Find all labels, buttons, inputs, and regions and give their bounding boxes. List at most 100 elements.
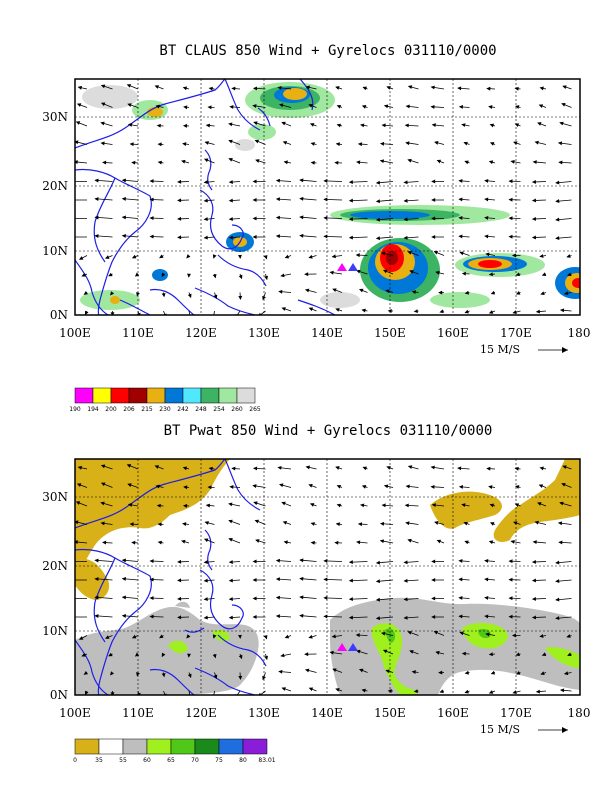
bottom-wind-arrowhead bbox=[534, 520, 539, 525]
bottom-wind-arrowhead bbox=[252, 559, 257, 564]
top-wind-arrowhead bbox=[508, 179, 513, 184]
top-wind-arrowhead bbox=[309, 123, 315, 127]
bottom-wind-arrowhead bbox=[323, 614, 328, 619]
bottom-wind-arrowhead bbox=[212, 634, 217, 639]
bottom-wind-arrowhead bbox=[348, 597, 353, 602]
top-coastlines bbox=[75, 79, 336, 315]
bottom-wind-arrowhead bbox=[177, 578, 182, 583]
bottom-wind-arrowhead bbox=[299, 576, 304, 581]
bottom-wind-arrowhead bbox=[562, 465, 567, 469]
top-wind-arrowhead bbox=[335, 86, 340, 90]
bottom-wind-arrowhead bbox=[567, 652, 572, 657]
top-wind-arrowhead bbox=[323, 197, 328, 202]
top-wind-arrowhead bbox=[252, 216, 257, 221]
top-wind-arrowhead bbox=[538, 104, 544, 108]
bottom-colorbar-label: 35 bbox=[95, 757, 103, 764]
top-wind-arrowhead bbox=[403, 180, 408, 185]
bottom-colorbar-swatch bbox=[242, 738, 268, 755]
top-lon-label: 110E bbox=[122, 326, 154, 340]
top-wind-arrowhead bbox=[438, 290, 443, 295]
bottom-wind-arrowhead bbox=[409, 650, 414, 654]
top-wind-arrowhead bbox=[149, 197, 154, 202]
bottom-wind-arrowhead bbox=[187, 653, 191, 658]
bottom-wind-arrowhead bbox=[299, 595, 304, 600]
bottom-wind-arrowhead bbox=[157, 522, 162, 527]
top-wind-arrowhead bbox=[69, 236, 72, 239]
bottom-wind-arrowhead bbox=[238, 654, 243, 660]
bottom-colorbar-label: 55 bbox=[119, 757, 127, 764]
top-wind-arrowhead bbox=[489, 123, 495, 128]
bottom-wind-arrowhead bbox=[203, 597, 208, 602]
bottom-wind-arrowhead bbox=[187, 673, 192, 679]
top-wind-arrowhead bbox=[510, 159, 515, 164]
bottom-wind-arrowhead bbox=[110, 671, 115, 676]
top-wind-arrowhead bbox=[511, 253, 516, 258]
bottom-wind-arrowhead bbox=[407, 465, 413, 470]
top-wind-arrowhead bbox=[348, 180, 353, 185]
bottom-wind-arrowhead bbox=[335, 466, 340, 470]
top-wind-arrowhead bbox=[381, 251, 386, 256]
top-wind-arrowhead bbox=[186, 254, 191, 259]
bottom-wind-arrowhead bbox=[181, 539, 186, 544]
bottom-lon-label: 120E bbox=[185, 706, 217, 720]
top-wind-arrowhead bbox=[121, 178, 126, 183]
bottom-wind-arrowhead bbox=[108, 652, 113, 657]
top-wind-arrowhead bbox=[431, 198, 436, 202]
bottom-wind-arrowhead bbox=[94, 558, 99, 563]
bottom-wind-arrowhead bbox=[458, 485, 464, 489]
bottom-wind-arrowhead bbox=[484, 577, 489, 582]
bottom-colorbar-swatch bbox=[98, 738, 124, 755]
bottom-wind-arrowhead bbox=[461, 651, 466, 656]
top-wind-arrowhead bbox=[177, 235, 182, 240]
bottom-wind-arrowhead bbox=[94, 577, 99, 581]
top-wind-arrowhead bbox=[508, 197, 513, 202]
top-wind-arrowhead bbox=[228, 235, 233, 240]
bottom-wind-arrowhead bbox=[308, 483, 313, 488]
bottom-wind-arrowhead bbox=[464, 689, 469, 694]
bottom-wind-arrowhead bbox=[459, 631, 464, 636]
top-colorbar-label: 190 bbox=[69, 406, 81, 413]
bottom-wind-arrowhead bbox=[430, 484, 435, 489]
top-wind-arrowhead bbox=[284, 254, 290, 259]
bottom-wind-arrowhead bbox=[310, 540, 315, 545]
top-colorbar: 190 194 200 206 215 230 242 248 254 260 265 bbox=[69, 387, 261, 413]
bottom-wind-arrowhead bbox=[238, 675, 243, 680]
top-wind-arrowhead bbox=[488, 105, 493, 109]
top-wind-arrowhead bbox=[203, 158, 209, 163]
top-wind-arrowhead bbox=[228, 139, 233, 144]
bottom-wind-arrowhead bbox=[538, 484, 544, 488]
top-wind-arrowhead bbox=[360, 123, 365, 128]
bottom-wind-arrowhead bbox=[252, 615, 257, 619]
top-lon-label: 100E bbox=[59, 326, 91, 340]
bottom-wind-arrowhead bbox=[304, 668, 310, 673]
bottom-wind-arrowhead bbox=[182, 503, 188, 508]
top-wind-arrowhead bbox=[228, 217, 233, 221]
bottom-wind-arrowhead bbox=[403, 560, 408, 565]
top-wind-arrowhead bbox=[121, 196, 126, 201]
bottom-wind-arrowhead bbox=[431, 615, 436, 619]
bottom-wind-arrowhead bbox=[531, 578, 536, 583]
top-wind-arrowhead bbox=[304, 288, 310, 293]
bottom-wind-arrowhead bbox=[205, 503, 211, 508]
top-wind-arrowhead bbox=[203, 217, 208, 222]
bottom-wind-arrowhead bbox=[515, 671, 521, 675]
top-wind-arrowhead bbox=[310, 142, 315, 146]
top-wind-arrowhead bbox=[228, 198, 233, 203]
bottom-wind-arrowhead bbox=[102, 540, 107, 545]
top-wind-arrowhead bbox=[537, 122, 542, 126]
bottom-wind-arrowhead bbox=[356, 540, 361, 545]
bottom-wind-arrowhead bbox=[407, 631, 412, 635]
bottom-colorbar-label: 60 bbox=[143, 757, 151, 764]
bottom-wind-arrowhead bbox=[69, 616, 72, 619]
bottom-wind-arrowhead bbox=[458, 614, 463, 619]
top-wind-arrowhead bbox=[204, 141, 209, 145]
bottom-wind-arrowhead bbox=[252, 596, 257, 601]
bottom-wind-arrowhead bbox=[430, 465, 435, 470]
bottom-wind-arrowhead bbox=[489, 522, 495, 526]
top-wind-arrowhead bbox=[228, 158, 233, 162]
bottom-wind-arrowhead bbox=[510, 539, 515, 544]
top-wind-arrowhead bbox=[208, 86, 213, 91]
top-wind-arrowhead bbox=[94, 234, 99, 238]
top-wind-arrowhead bbox=[203, 198, 208, 203]
